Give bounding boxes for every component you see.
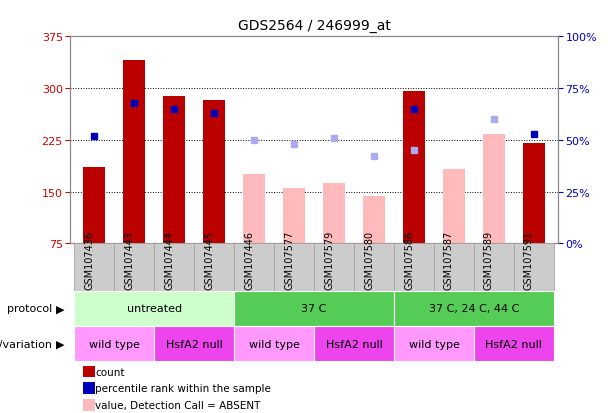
Text: GSM107580: GSM107580 [364,230,374,289]
Text: 37 C, 24 C, 44 C: 37 C, 24 C, 44 C [428,304,519,314]
Text: GSM107436: GSM107436 [85,230,94,289]
Text: genotype/variation: genotype/variation [0,339,52,349]
Text: wild type: wild type [89,339,140,349]
Text: HsfA2 null: HsfA2 null [326,339,383,349]
Text: count: count [95,367,124,377]
Text: GSM107587: GSM107587 [444,230,454,289]
Bar [363,197,385,244]
Text: protocol: protocol [7,304,52,314]
Text: untreated: untreated [127,304,182,314]
Text: ▶: ▶ [56,304,64,314]
Text: HsfA2 null: HsfA2 null [166,339,223,349]
Text: ▶: ▶ [56,339,64,349]
Text: HsfA2 null: HsfA2 null [485,339,543,349]
Bar [323,184,345,244]
Text: value, Detection Call = ABSENT: value, Detection Call = ABSENT [95,400,261,410]
Bar [83,168,105,244]
Bar [523,144,545,244]
Bar [204,100,226,244]
Text: percentile rank within the sample: percentile rank within the sample [95,383,271,393]
Text: GSM107443: GSM107443 [124,230,134,289]
Text: GSM107579: GSM107579 [324,230,334,289]
Text: GSM107591: GSM107591 [524,230,534,289]
Bar [164,97,185,244]
Text: GSM107446: GSM107446 [244,230,254,289]
Text: GSM107445: GSM107445 [204,230,215,289]
Bar [123,61,145,244]
Title: GDS2564 / 246999_at: GDS2564 / 246999_at [238,19,390,33]
Text: wild type: wild type [408,339,459,349]
Text: GSM107444: GSM107444 [164,230,174,289]
Text: GSM107586: GSM107586 [404,230,414,289]
Text: GSM107577: GSM107577 [284,230,294,289]
Text: 37 C: 37 C [302,304,327,314]
Bar [403,92,425,244]
Bar [443,170,465,244]
Text: GSM107589: GSM107589 [484,230,494,289]
Text: wild type: wild type [249,339,300,349]
Bar [243,175,265,244]
Bar [483,135,505,244]
Bar [283,189,305,244]
